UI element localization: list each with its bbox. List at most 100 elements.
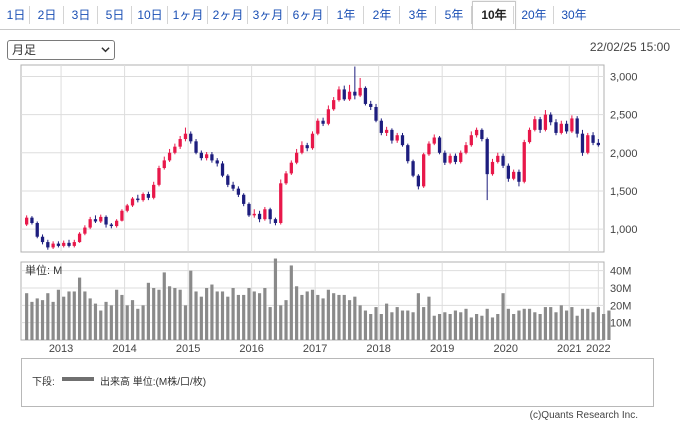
volume-bar <box>416 293 420 340</box>
volume-bar <box>575 315 579 340</box>
volume-bar <box>104 301 108 340</box>
tab-7[interactable]: 3ヶ月 <box>252 8 284 22</box>
candle-body <box>199 152 203 159</box>
volume-bar <box>72 291 76 340</box>
tab-5[interactable]: 1ヶ月 <box>172 8 204 22</box>
tab-14[interactable]: 20年 <box>521 8 547 22</box>
candle-body <box>167 152 172 161</box>
volume-bar <box>51 301 55 340</box>
tab-13[interactable]: 10年 <box>472 1 516 30</box>
candle-body <box>294 152 299 163</box>
candle-body <box>342 89 346 100</box>
volume-bar <box>56 289 60 340</box>
tab-separator <box>471 6 472 24</box>
volume-bar <box>570 307 574 340</box>
tab-6[interactable]: 2ヶ月 <box>212 8 244 22</box>
tab-8[interactable]: 6ヶ月 <box>292 8 324 22</box>
volume-bar <box>40 300 45 340</box>
candle-body <box>384 129 389 133</box>
candle-body <box>485 139 489 175</box>
candle-body <box>496 155 500 162</box>
tab-separator <box>247 6 248 24</box>
candle-body <box>575 118 579 134</box>
volume-bar <box>247 288 251 340</box>
tab-10[interactable]: 2年 <box>372 8 392 22</box>
candle-body <box>141 193 145 201</box>
volume-bar <box>77 277 82 340</box>
volume-bar <box>300 294 304 340</box>
volume-bar <box>99 310 103 340</box>
year-tick-label: 2016 <box>239 343 263 355</box>
candle-body <box>226 175 230 185</box>
volume-bar <box>607 310 611 340</box>
candle-body <box>453 155 458 162</box>
candle-body <box>114 220 119 227</box>
candle-body <box>252 213 256 216</box>
candle-body <box>284 173 288 184</box>
volume-bar <box>115 289 119 340</box>
volume-bar <box>437 314 442 340</box>
period-tab-bar: 1日 2日 3日 5日 10日 1ヶ月 2ヶ月 3ヶ月 6ヶ月 1年 2年 3年 5年 10年 20年 30年 <box>0 0 680 30</box>
candle-body <box>210 154 214 161</box>
candle-body <box>427 143 431 155</box>
volume-bar <box>25 293 29 340</box>
candle-body <box>194 141 198 153</box>
volume-bar <box>602 314 606 340</box>
tab-separator <box>29 6 30 24</box>
chart-legend: 下段: 出来高 単位:(M株/口/枚) <box>21 358 654 407</box>
volume-bar <box>257 293 262 340</box>
volume-bar <box>549 307 553 340</box>
volume-bar <box>268 307 272 340</box>
year-tick-label: 2022 <box>586 343 610 355</box>
candle-body <box>406 145 410 162</box>
candle-body <box>83 227 87 234</box>
candle-body <box>35 222 39 237</box>
volume-bar <box>310 289 315 340</box>
volume-bar <box>422 307 426 340</box>
volume-bar <box>385 303 389 340</box>
tab-9[interactable]: 1年 <box>336 8 356 22</box>
volume-bar <box>88 298 92 340</box>
candle-body <box>236 188 241 195</box>
candle-body <box>62 242 66 246</box>
candle-body <box>353 91 357 96</box>
candle-body <box>93 219 98 222</box>
volume-bar <box>353 296 357 340</box>
candle-body <box>46 242 50 248</box>
tab-12[interactable]: 5年 <box>444 8 464 22</box>
price-tick-label: 3,000 <box>610 71 638 83</box>
volume-bar <box>496 314 500 340</box>
volume-bar <box>273 258 278 340</box>
tab-separator <box>327 6 328 24</box>
tab-1[interactable]: 2日 <box>37 8 57 22</box>
last-updated-timestamp: 22/02/25 15:00 <box>589 40 670 54</box>
volume-bar <box>157 289 161 340</box>
candle-body <box>379 120 383 133</box>
volume-bar <box>67 291 71 340</box>
tab-4[interactable]: 10日 <box>137 8 163 22</box>
year-tick-label: 2021 <box>557 343 581 355</box>
candle-body <box>273 219 278 223</box>
candle-period-select[interactable]: 月足 <box>7 40 115 60</box>
volume-bar <box>580 308 585 340</box>
candle-body <box>326 109 331 124</box>
candle-body <box>130 198 135 206</box>
year-tick-label: 2015 <box>176 343 200 355</box>
tab-2[interactable]: 3日 <box>71 8 91 22</box>
tab-3[interactable]: 5日 <box>105 8 125 22</box>
legend-volume-label: 出来高 単位:(M株/口/枚) <box>100 377 207 388</box>
tab-separator <box>435 6 436 24</box>
volume-bar <box>517 310 521 340</box>
volume-bar <box>501 293 505 340</box>
candle-body <box>564 123 569 132</box>
candle-body <box>517 171 521 182</box>
tab-0[interactable]: 1日 <box>6 8 26 22</box>
tab-15[interactable]: 30年 <box>561 8 587 22</box>
tab-11[interactable]: 3年 <box>408 8 428 22</box>
candle-body <box>474 129 479 136</box>
volume-bar <box>432 315 436 340</box>
candle-body <box>310 133 315 149</box>
volume-bar <box>189 270 193 340</box>
volume-bar <box>533 312 537 340</box>
